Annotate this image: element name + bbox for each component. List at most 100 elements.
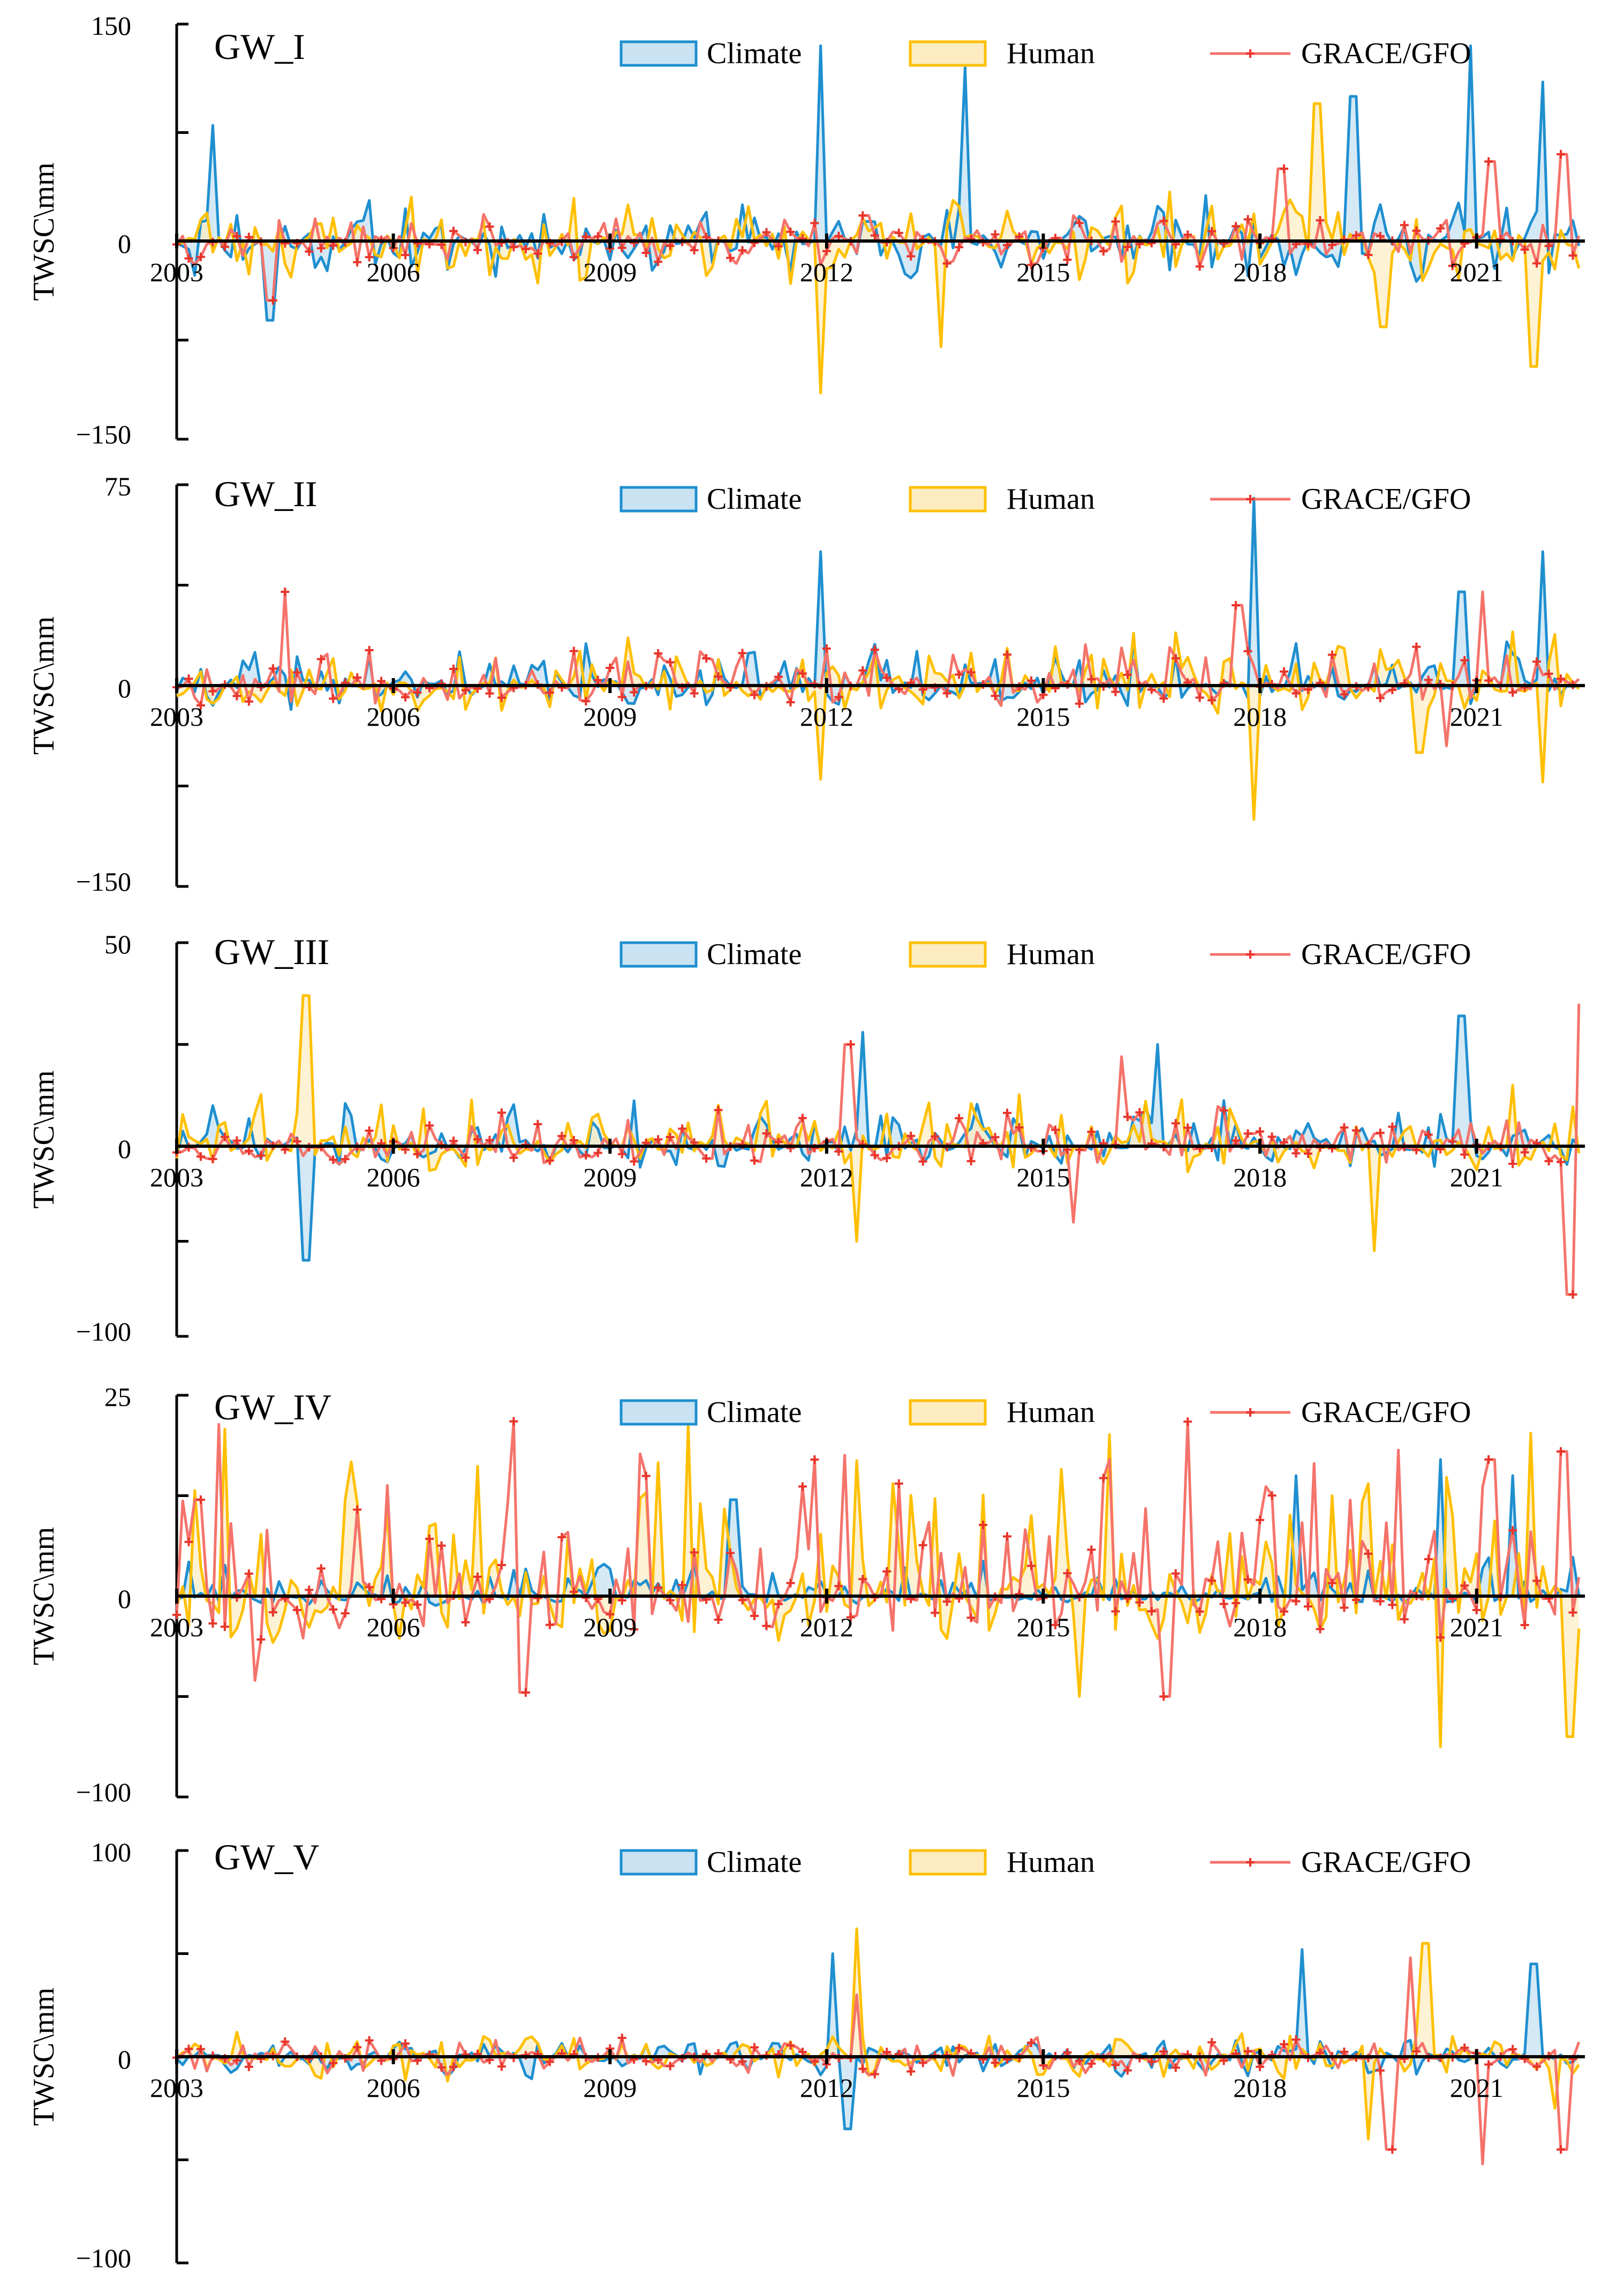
- grace-marker: [413, 688, 422, 697]
- grace-marker: [858, 666, 867, 675]
- grace-marker: [1291, 2035, 1301, 2044]
- grace-marker: [1376, 231, 1385, 240]
- grace-marker: [545, 2057, 554, 2066]
- grace-marker: [666, 2062, 675, 2071]
- grace-marker: [907, 2067, 916, 2076]
- x-tick-label: 2003: [150, 1612, 203, 1642]
- grace-marker: [786, 227, 795, 236]
- grace-marker: [822, 644, 831, 653]
- grace-marker: [1484, 157, 1493, 166]
- grace-marker: [1087, 1545, 1096, 1554]
- x-tick-label: 2012: [800, 2073, 853, 2103]
- grace-marker: [268, 1608, 277, 1617]
- grace-marker: [1351, 231, 1361, 240]
- y-tick-label: 75: [104, 471, 131, 501]
- grace-marker: [1376, 2066, 1385, 2075]
- legend-human-label: Human: [1007, 938, 1095, 971]
- grace-marker: [292, 1137, 301, 1146]
- legend: Climate Human GRACE/GFO: [620, 938, 1471, 971]
- grace-marker: [1051, 1620, 1060, 1629]
- grace-marker: [1520, 1621, 1529, 1630]
- grace-marker: [1291, 1149, 1301, 1158]
- grace-marker: [569, 1135, 578, 1145]
- grace-marker: [1340, 1123, 1349, 1132]
- grace-marker: [1171, 1119, 1180, 1128]
- grace-marker: [1400, 1615, 1409, 1624]
- grace-marker: [1207, 2038, 1217, 2047]
- grace-marker: [690, 689, 699, 698]
- grace-marker: [1171, 654, 1180, 663]
- grace-marker: [521, 245, 530, 254]
- grace-marker: [1508, 688, 1517, 697]
- grace-marker: [1026, 260, 1036, 269]
- grace-marker: [1520, 245, 1529, 254]
- grace-marker: [1183, 230, 1192, 239]
- grace-marker: [1568, 251, 1577, 260]
- grace-marker: [329, 1155, 338, 1164]
- y-axis-title: TWSC\mm: [27, 162, 61, 300]
- grace-marker: [268, 296, 277, 305]
- grace-marker: [1099, 1473, 1108, 1483]
- grace-marker: [509, 1153, 518, 1162]
- grace-marker: [798, 669, 807, 678]
- grace-marker: [449, 665, 458, 674]
- grace-marker: [401, 693, 410, 702]
- grace-marker: [1412, 642, 1421, 651]
- grace-marker: [1159, 216, 1168, 225]
- grace-marker: [810, 219, 819, 228]
- grace-marker: [208, 1619, 217, 1628]
- grace-marker: [593, 675, 602, 685]
- x-tick-label: 2018: [1233, 2073, 1287, 2103]
- grace-marker: [1340, 1603, 1349, 1612]
- grace-marker: [1280, 2040, 1289, 2049]
- grace-marker: [690, 246, 699, 255]
- legend-grace-marker: [1246, 1858, 1255, 1867]
- grace-marker: [1159, 1692, 1168, 1701]
- grace-marker: [918, 2058, 927, 2067]
- grace-marker: [870, 231, 879, 240]
- chart-panel-5: 100 0 −100 TWSC\mm 2003 2006 2009 2012 2015 2018 2…: [27, 1837, 1585, 2273]
- panel-title: GW_V: [214, 1837, 319, 1877]
- legend-grace-label: GRACE/GFO: [1301, 1846, 1471, 1879]
- grace-marker: [641, 2057, 651, 2066]
- legend-human-label: Human: [1007, 483, 1095, 516]
- grace-marker: [1436, 224, 1445, 233]
- grace-marker: [798, 1482, 807, 1491]
- grace-marker: [714, 1105, 723, 1115]
- grace-marker: [1412, 226, 1421, 235]
- grace-marker: [244, 1569, 253, 1578]
- grace-marker: [1316, 1624, 1325, 1634]
- grace-marker: [1424, 1130, 1433, 1139]
- grace-marker: [882, 1567, 892, 1576]
- grace-marker: [882, 1154, 892, 1163]
- x-tick-label: 2003: [150, 1162, 203, 1192]
- y-tick-label: 100: [91, 1837, 131, 1867]
- grace-marker: [232, 1136, 241, 1145]
- x-tick-label: 2018: [1233, 257, 1287, 287]
- grace-marker: [1147, 2057, 1156, 2066]
- grace-marker: [449, 1137, 458, 1146]
- grace-marker: [1243, 2047, 1252, 2056]
- x-tick-label: 2018: [1233, 1612, 1287, 1642]
- x-tick-label: 2009: [583, 257, 637, 287]
- grace-marker: [305, 247, 314, 256]
- x-tick-label: 2012: [800, 702, 853, 732]
- grace-marker: [196, 252, 205, 261]
- grace-marker: [353, 1505, 362, 1514]
- grace-marker: [497, 1561, 506, 1570]
- grace-marker: [593, 1148, 602, 1157]
- grace-marker: [1087, 675, 1096, 684]
- grace-marker: [907, 252, 916, 261]
- grace-marker: [1219, 1599, 1228, 1608]
- grace-marker: [1557, 2145, 1566, 2154]
- y-tick-label: 25: [104, 1382, 131, 1412]
- grace-marker: [413, 1600, 422, 1609]
- grace-line: [176, 1003, 1581, 1296]
- grace-marker: [1303, 1149, 1312, 1158]
- y-tick-label: 0: [118, 1134, 131, 1164]
- grace-marker: [1015, 1123, 1024, 1132]
- grace-marker: [256, 1635, 266, 1644]
- grace-marker: [461, 1153, 470, 1162]
- grace-marker: [281, 2037, 290, 2046]
- y-tick-label: −100: [76, 1777, 131, 1807]
